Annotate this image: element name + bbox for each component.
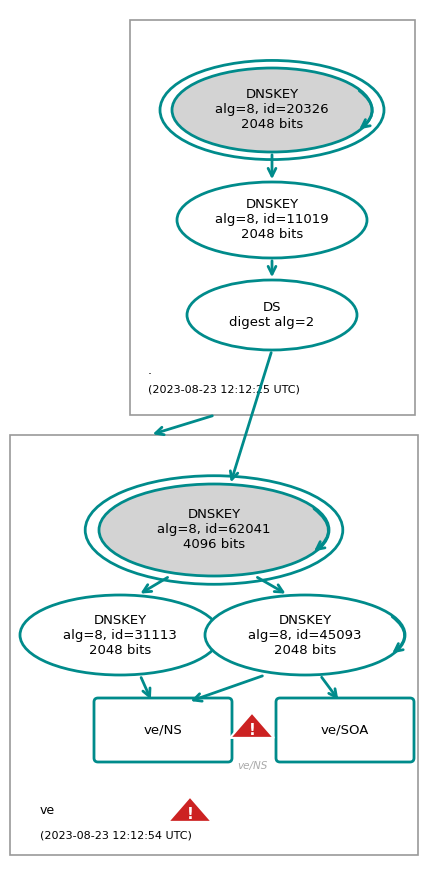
FancyArrowPatch shape [391, 617, 404, 652]
Text: DNSKEY
alg=8, id=45093
2048 bits: DNSKEY alg=8, id=45093 2048 bits [248, 614, 361, 656]
FancyArrowPatch shape [313, 508, 328, 549]
Polygon shape [167, 797, 211, 822]
Text: !: ! [248, 723, 255, 738]
Ellipse shape [20, 595, 219, 675]
FancyBboxPatch shape [94, 698, 231, 762]
Text: DS
digest alg=2: DS digest alg=2 [229, 301, 314, 329]
Text: DNSKEY
alg=8, id=11019
2048 bits: DNSKEY alg=8, id=11019 2048 bits [215, 198, 328, 242]
Ellipse shape [172, 68, 371, 152]
Polygon shape [230, 713, 273, 738]
Ellipse shape [204, 595, 404, 675]
Text: ve/SOA: ve/SOA [320, 724, 368, 737]
Ellipse shape [177, 182, 366, 258]
Text: .: . [148, 363, 152, 376]
FancyBboxPatch shape [275, 698, 413, 762]
FancyArrowPatch shape [358, 90, 371, 128]
Text: DNSKEY
alg=8, id=62041
4096 bits: DNSKEY alg=8, id=62041 4096 bits [157, 508, 270, 552]
FancyBboxPatch shape [10, 435, 417, 855]
Text: !: ! [186, 806, 193, 822]
Text: ve/NS: ve/NS [236, 761, 267, 771]
Text: ve: ve [40, 804, 55, 817]
Text: DNSKEY
alg=8, id=31113
2048 bits: DNSKEY alg=8, id=31113 2048 bits [63, 614, 176, 656]
Text: DNSKEY
alg=8, id=20326
2048 bits: DNSKEY alg=8, id=20326 2048 bits [215, 89, 328, 131]
Text: (2023-08-23 12:12:25 UTC): (2023-08-23 12:12:25 UTC) [148, 385, 299, 395]
Ellipse shape [187, 280, 356, 350]
FancyBboxPatch shape [130, 20, 414, 415]
Ellipse shape [99, 484, 328, 576]
Text: (2023-08-23 12:12:54 UTC): (2023-08-23 12:12:54 UTC) [40, 830, 191, 840]
Text: ve/NS: ve/NS [143, 724, 182, 737]
